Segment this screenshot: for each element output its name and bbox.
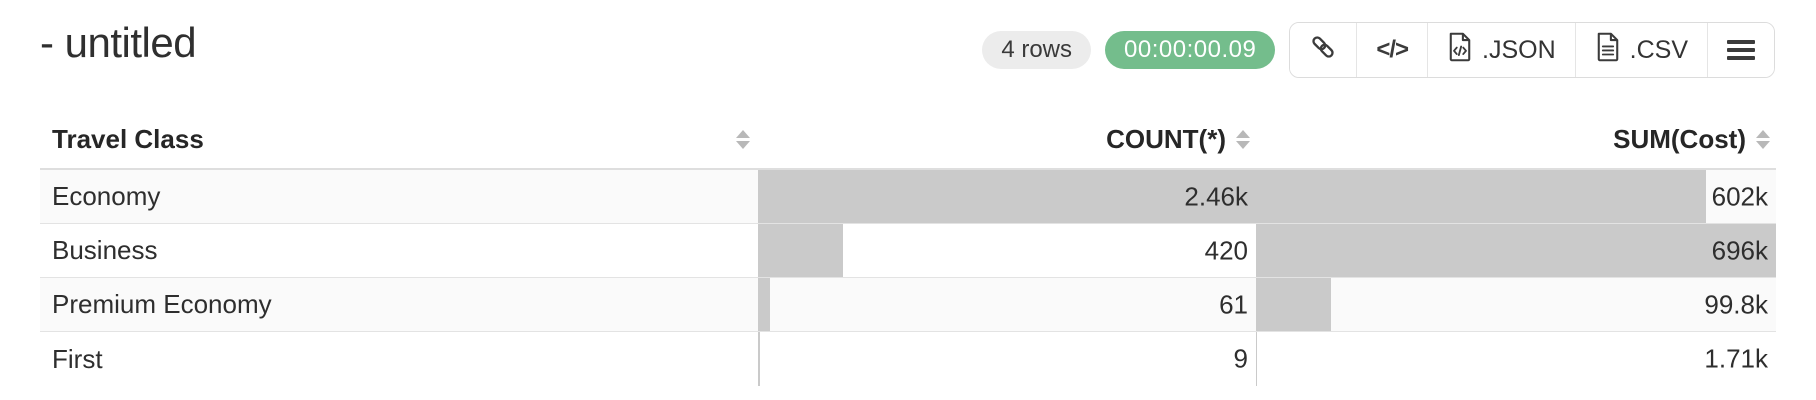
export-json-button[interactable]: .JSON	[1427, 23, 1575, 77]
sum-bar	[1256, 224, 1776, 277]
row-count-badge: 4 rows	[982, 31, 1092, 69]
table-row[interactable]: Economy 2.46k 602k	[40, 170, 1776, 224]
embed-code-button[interactable]: </>	[1356, 23, 1428, 77]
results-table: Travel Class COUNT(*) SUM(Cost) Economy 2…	[40, 100, 1776, 386]
sort-icon[interactable]	[736, 129, 750, 149]
count-value: 420	[1204, 235, 1248, 265]
sum-value: 696k	[1711, 235, 1768, 265]
travel-class-cell: Business	[52, 235, 158, 265]
count-bar	[758, 278, 771, 331]
code-icon: </>	[1376, 36, 1409, 63]
count-value: 9	[1233, 343, 1248, 374]
count-cell: 420	[758, 224, 1256, 277]
count-cell: 9	[758, 332, 1256, 386]
travel-class-cell: First	[52, 343, 103, 374]
column-header-count[interactable]: COUNT(*)	[758, 110, 1256, 168]
count-bar	[758, 332, 760, 386]
export-csv-button[interactable]: .CSV	[1574, 23, 1707, 77]
table-body: Economy 2.46k 602k Business 420 696k Premium E…	[40, 170, 1776, 386]
sum-bar	[1256, 332, 1258, 386]
count-cell: 2.46k	[758, 170, 1256, 223]
count-value: 2.46k	[1184, 181, 1248, 211]
export-toolbar: </> .JSON	[1289, 22, 1775, 78]
column-label: Travel Class	[52, 123, 204, 154]
sum-bar	[1256, 170, 1706, 223]
sum-cell: 696k	[1256, 224, 1776, 277]
sum-value: 602k	[1711, 181, 1768, 211]
query-title[interactable]: - untitled	[40, 19, 197, 66]
column-header-sum-cost[interactable]: SUM(Cost)	[1256, 110, 1776, 168]
column-label: SUM(Cost)	[1613, 123, 1746, 154]
sum-value: 99.8k	[1704, 289, 1768, 319]
share-link-button[interactable]	[1290, 23, 1357, 77]
column-label: COUNT(*)	[1106, 123, 1226, 154]
count-cell: 61	[758, 278, 1256, 331]
sum-bar	[1256, 278, 1331, 331]
export-json-label: .JSON	[1482, 35, 1556, 64]
sum-cell: 1.71k	[1256, 332, 1776, 386]
sum-cell: 99.8k	[1256, 278, 1776, 331]
count-bar	[758, 170, 1256, 223]
column-header-travel-class[interactable]: Travel Class	[40, 110, 758, 168]
csv-file-icon	[1595, 32, 1621, 69]
menu-button[interactable]	[1707, 23, 1774, 77]
sum-cell: 602k	[1256, 170, 1776, 223]
table-row[interactable]: Premium Economy 61 99.8k	[40, 278, 1776, 332]
menu-icon	[1727, 40, 1755, 60]
count-bar	[758, 224, 843, 277]
table-row[interactable]: Business 420 696k	[40, 224, 1776, 278]
export-csv-label: .CSV	[1629, 35, 1688, 64]
link-icon	[1309, 33, 1337, 68]
count-value: 61	[1219, 289, 1248, 319]
sum-value: 1.71k	[1704, 343, 1768, 374]
sort-icon[interactable]	[1236, 129, 1250, 149]
header-actions: 4 rows 00:00:00.09 </>	[982, 22, 1775, 78]
travel-class-cell: Economy	[52, 181, 161, 211]
sort-icon[interactable]	[1756, 129, 1770, 149]
query-timer-badge: 00:00:00.09	[1105, 31, 1276, 69]
table-header-row: Travel Class COUNT(*) SUM(Cost)	[40, 100, 1776, 170]
json-file-icon	[1447, 32, 1473, 69]
result-header: - untitled 4 rows 00:00:00.09 </>	[0, 0, 1816, 100]
table-row[interactable]: First 9 1.71k	[40, 332, 1776, 386]
travel-class-cell: Premium Economy	[52, 289, 272, 319]
